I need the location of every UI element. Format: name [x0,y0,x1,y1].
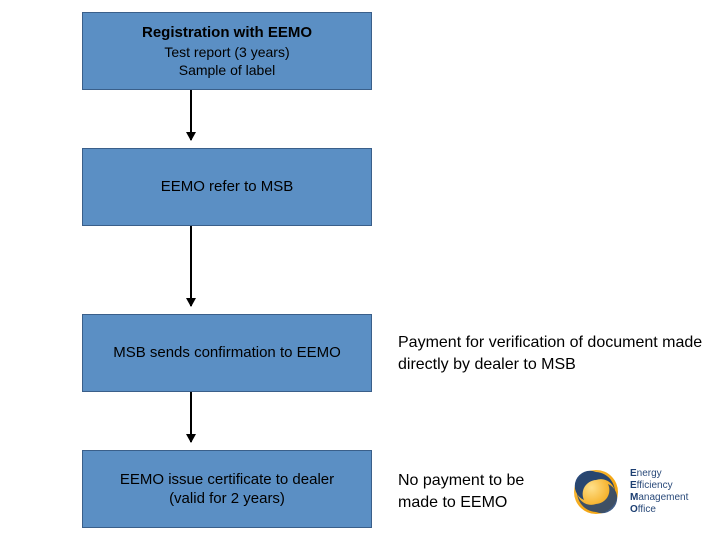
annotation-text: Payment for verification of document mad… [398,332,708,375]
flow-arrow [190,90,192,140]
flow-arrow [190,226,192,306]
flow-arrow [190,392,192,442]
flow-node-n1: Registration with EEMOTest report (3 yea… [82,12,372,90]
node-line: EEMO issue certificate to dealer [120,470,334,490]
eemo-logo-icon [570,466,622,518]
flow-node-n3: MSB sends confirmation to EEMO [82,314,372,392]
flow-node-n4: EEMO issue certificate to dealer(valid f… [82,450,372,528]
logo-text-line: Energy [630,468,688,480]
flow-node-n2: EEMO refer to MSB [82,148,372,226]
logo-text-line: Management [630,492,688,504]
node-line: EEMO refer to MSB [161,177,294,197]
node-line: (valid for 2 years) [169,489,285,509]
eemo-logo: EnergyEfficiencyManagementOffice [570,466,688,518]
eemo-logo-text: EnergyEfficiencyManagementOffice [630,468,688,516]
annotation-text: No payment to be made to EEMO [398,470,568,513]
node-line: Test report (3 years) [164,43,289,61]
node-line: Registration with EEMO [142,23,312,43]
node-line: MSB sends confirmation to EEMO [113,343,341,363]
logo-text-line: Efficiency [630,480,688,492]
node-line: Sample of label [179,61,276,79]
logo-text-line: Office [630,504,688,516]
